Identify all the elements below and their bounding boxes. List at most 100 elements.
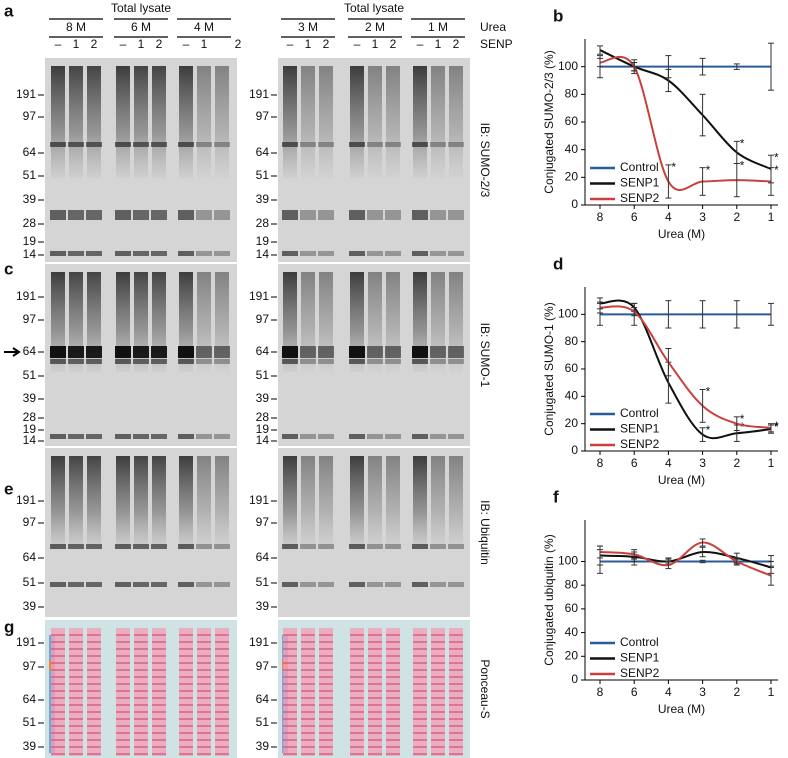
band bbox=[300, 582, 316, 587]
stripe bbox=[51, 697, 65, 699]
stripe bbox=[152, 662, 166, 664]
marker-label: 97 bbox=[256, 109, 270, 123]
stripe bbox=[152, 669, 166, 671]
stripe bbox=[116, 711, 130, 713]
stripe bbox=[319, 732, 333, 734]
marker-label: 191 bbox=[16, 289, 36, 303]
stripe bbox=[368, 676, 382, 678]
band bbox=[367, 251, 383, 256]
series-line bbox=[599, 550, 772, 569]
band bbox=[50, 434, 66, 439]
significance: * bbox=[740, 159, 745, 173]
band bbox=[367, 359, 383, 364]
stripe bbox=[301, 732, 315, 734]
marker-label: 64 bbox=[23, 692, 37, 706]
y-axis-title: Conjugated ubiquitin (%) bbox=[542, 534, 556, 665]
band bbox=[412, 210, 428, 215]
band bbox=[86, 359, 102, 364]
stripe bbox=[449, 739, 463, 741]
marker-label: 191 bbox=[16, 87, 36, 101]
band bbox=[50, 359, 66, 364]
smear bbox=[51, 66, 65, 179]
stripe bbox=[283, 690, 297, 692]
stripe bbox=[319, 746, 333, 748]
band bbox=[178, 359, 194, 364]
stripe bbox=[449, 746, 463, 748]
band bbox=[412, 142, 428, 147]
band bbox=[133, 582, 149, 587]
x-axis-title: Urea (M) bbox=[658, 473, 705, 487]
legend-label: SENP2 bbox=[620, 666, 660, 680]
y-tick-label: 40 bbox=[565, 389, 579, 403]
band bbox=[318, 142, 334, 147]
stripe bbox=[368, 753, 382, 755]
stripe bbox=[87, 634, 101, 636]
band bbox=[196, 582, 212, 587]
y-tick-label: 60 bbox=[565, 361, 579, 375]
stripe bbox=[116, 683, 130, 685]
x-tick-label: 4 bbox=[665, 210, 672, 224]
stripe bbox=[431, 669, 445, 671]
stripe bbox=[215, 683, 229, 685]
stripe bbox=[368, 704, 382, 706]
stripe bbox=[319, 641, 333, 643]
blot-label: IB: SUMO-1 bbox=[478, 323, 492, 388]
stripe bbox=[350, 746, 364, 748]
stripe bbox=[215, 662, 229, 664]
stripe bbox=[69, 669, 83, 671]
stripe bbox=[179, 739, 193, 741]
panel-letter: f bbox=[553, 487, 559, 506]
band bbox=[385, 346, 401, 358]
stripe bbox=[413, 655, 427, 657]
band bbox=[430, 359, 446, 364]
urea-label: 1 M bbox=[428, 20, 448, 34]
x-tick-label: 2 bbox=[733, 685, 740, 699]
x-tick-label: 3 bbox=[699, 210, 706, 224]
row-label: SENP bbox=[480, 37, 513, 51]
x-tick-label: 3 bbox=[699, 456, 706, 470]
marker-label: 19 bbox=[23, 422, 37, 436]
stripe bbox=[350, 662, 364, 664]
band bbox=[68, 434, 84, 439]
band bbox=[367, 215, 383, 220]
stripe bbox=[152, 753, 166, 755]
marker-label: 97 bbox=[23, 515, 37, 529]
band bbox=[68, 142, 84, 147]
stripe bbox=[301, 676, 315, 678]
senp-label: 2 bbox=[323, 37, 330, 51]
stripe bbox=[152, 690, 166, 692]
band bbox=[214, 346, 230, 358]
marker-label: 28 bbox=[23, 216, 37, 230]
senp-label: 1 bbox=[73, 37, 80, 51]
urea-label: 8 M bbox=[66, 20, 86, 34]
marker-label: 39 bbox=[23, 599, 37, 613]
stripe bbox=[179, 746, 193, 748]
stripe bbox=[197, 683, 211, 685]
stripe bbox=[87, 648, 101, 650]
stripe bbox=[116, 634, 130, 636]
stripe bbox=[319, 669, 333, 671]
series-line bbox=[599, 305, 772, 429]
stripe bbox=[179, 697, 193, 699]
smear bbox=[350, 456, 364, 549]
stripe bbox=[69, 634, 83, 636]
legend-label: Control bbox=[620, 635, 659, 649]
band bbox=[349, 346, 365, 358]
stripe bbox=[69, 655, 83, 657]
band bbox=[349, 544, 365, 549]
band bbox=[430, 346, 446, 358]
stripe bbox=[301, 718, 315, 720]
marker-label: 14 bbox=[23, 247, 37, 261]
stripe bbox=[431, 662, 445, 664]
senp-label: – bbox=[183, 37, 190, 51]
band bbox=[68, 582, 84, 587]
band bbox=[300, 544, 316, 549]
stripe bbox=[449, 697, 463, 699]
band bbox=[349, 142, 365, 147]
stripe bbox=[152, 655, 166, 657]
band bbox=[385, 142, 401, 147]
marker-label: 97 bbox=[23, 109, 37, 123]
band bbox=[115, 544, 131, 549]
legend-label: SENP2 bbox=[620, 437, 660, 451]
